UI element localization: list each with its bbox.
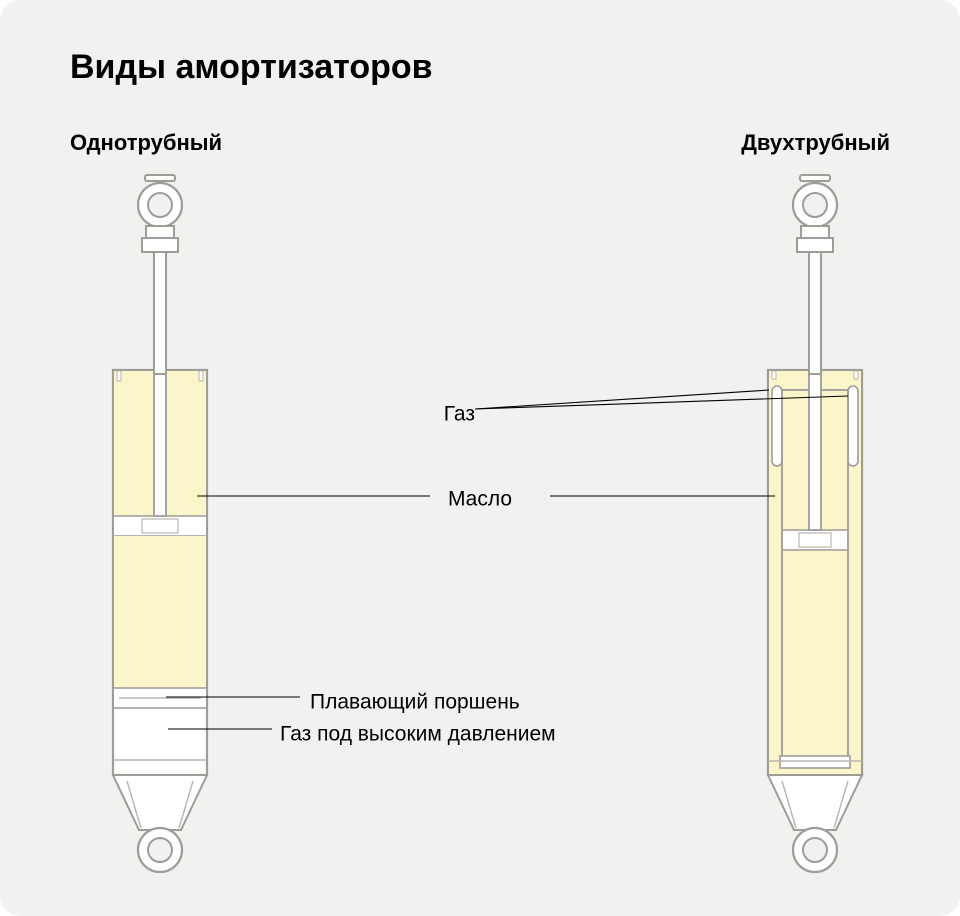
label-oil: Масло	[448, 488, 512, 511]
label-floating-piston: Плавающий поршень	[310, 691, 520, 714]
page-title: Виды амортизаторов	[70, 48, 433, 87]
subtitle-right: Двухтрубный	[741, 130, 890, 156]
label-hp-gas: Газ под высоким давлением	[280, 723, 556, 746]
subtitle-left: Однотрубный	[70, 130, 222, 156]
label-gas: Газ	[444, 403, 475, 426]
diagram-canvas: Виды амортизаторов Однотрубный Двухтрубн…	[0, 0, 960, 916]
